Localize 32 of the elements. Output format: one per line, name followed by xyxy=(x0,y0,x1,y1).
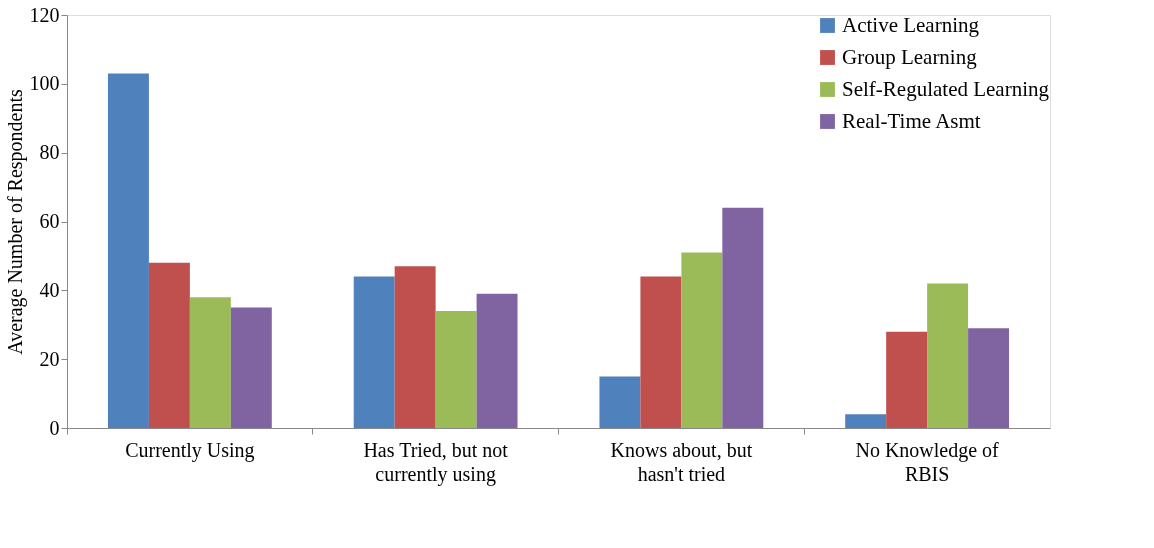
x-tick-label: Knows about, but hasn't tried xyxy=(610,438,753,485)
y-tick-label: 0 xyxy=(49,416,60,439)
legend-label: Real-Time Asmt xyxy=(842,108,981,133)
y-tick-label: 80 xyxy=(39,141,60,164)
bar xyxy=(230,307,272,428)
legend-label: Active Learning xyxy=(842,12,980,37)
bar xyxy=(148,262,190,428)
x-tick-label: No Knowledge of RBIS xyxy=(855,438,1000,485)
x-tick-label: Currently Using xyxy=(125,438,255,462)
bar xyxy=(968,328,1010,428)
bar xyxy=(599,376,641,428)
legend-label: Self-Regulated Learning xyxy=(842,76,1050,101)
bar xyxy=(435,310,477,428)
y-tick-label: 60 xyxy=(39,210,60,232)
bar xyxy=(845,414,887,428)
bar xyxy=(722,207,764,428)
bar xyxy=(640,276,682,428)
bar xyxy=(394,266,436,428)
bar xyxy=(107,73,149,428)
bar xyxy=(886,331,928,428)
x-tick-label: Has Tried, but not currently using xyxy=(363,438,509,486)
legend-label: Group Learning xyxy=(842,44,978,69)
bar xyxy=(927,283,969,428)
y-tick-label: 40 xyxy=(39,278,60,301)
y-axis-title: Average Number of Respondents xyxy=(3,88,27,355)
bar xyxy=(681,252,723,428)
y-tick-label: 100 xyxy=(29,72,60,95)
bar xyxy=(189,297,231,428)
y-tick-label: 120 xyxy=(29,3,60,26)
bar xyxy=(476,293,518,428)
y-tick-label: 20 xyxy=(39,347,60,370)
bar xyxy=(353,276,395,428)
